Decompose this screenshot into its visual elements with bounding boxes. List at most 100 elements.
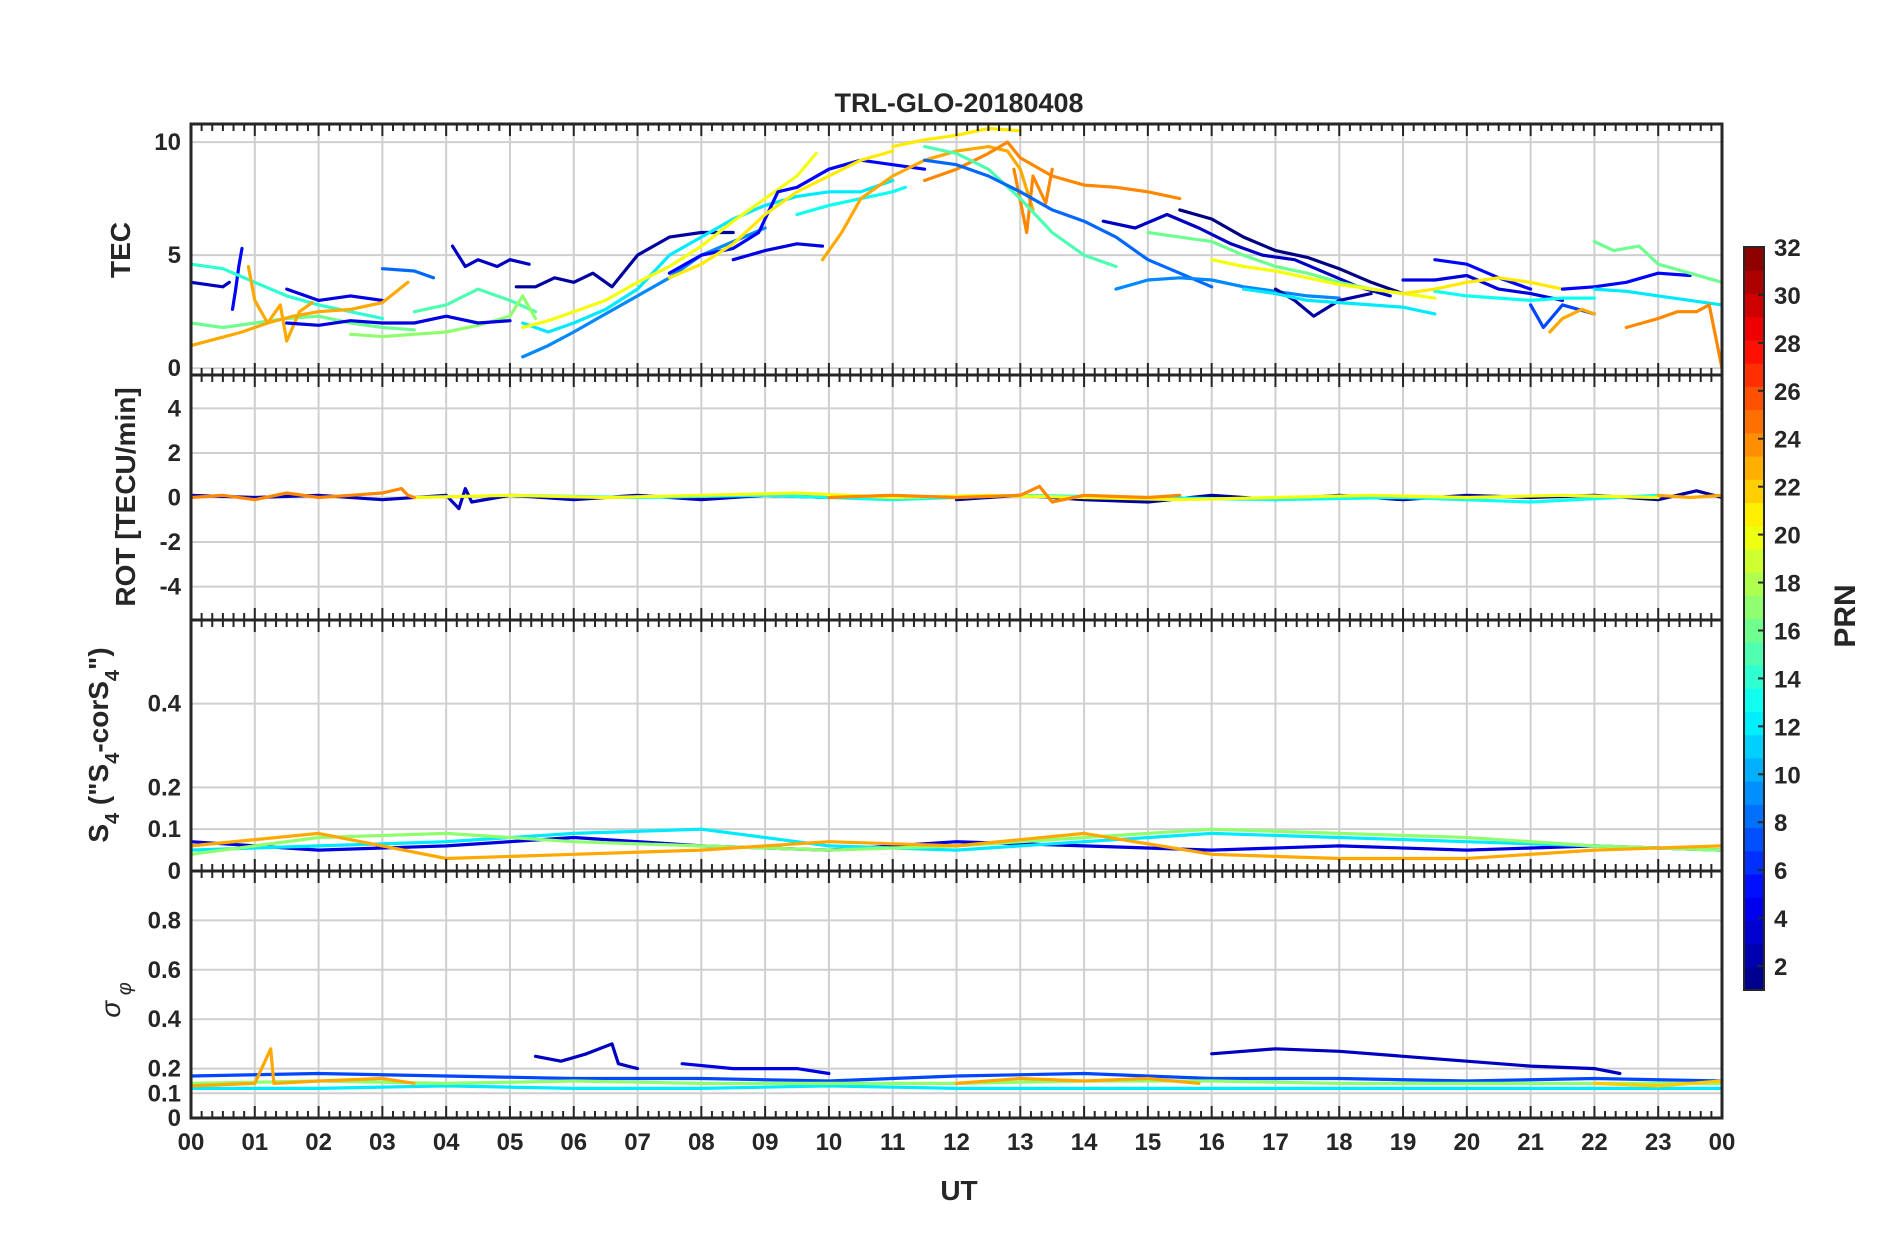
x-tick-label: 00 <box>178 1129 205 1156</box>
colorbar-swatch <box>1744 479 1764 504</box>
y-tick-label: -2 <box>160 529 181 556</box>
x-tick-label: 10 <box>816 1129 843 1156</box>
colorbar-swatch <box>1744 641 1764 666</box>
series-line-prn-22 <box>1592 1079 1724 1088</box>
x-axis: 00 01 02 03 04 05 06 07 08 09 10 11 12 13 14 15 16 17 18 19… <box>178 1129 1736 1156</box>
x-tick-label: 16 <box>1198 1129 1225 1156</box>
series-line-prn-21 <box>1401 276 1565 296</box>
colorbar-tick-label: 22 <box>1774 475 1801 502</box>
colorbar-swatch <box>1744 920 1764 945</box>
series-line-prn-21 <box>667 149 895 280</box>
x-tick-label: 14 <box>1071 1129 1098 1156</box>
y-tick-label: 0.4 <box>148 691 182 718</box>
series-line-prn-12 <box>1241 287 1437 316</box>
colorbar-swatch <box>1744 873 1764 898</box>
series-line-prn-2 <box>514 230 735 289</box>
colorbar-tick-label: 26 <box>1774 379 1801 406</box>
series-line-prn-4 <box>680 1062 831 1076</box>
colorbar-tick-label: 8 <box>1774 810 1787 837</box>
y-tick-label: 10 <box>154 129 181 156</box>
series-group <box>189 1042 1724 1091</box>
colorbar-swatch <box>1744 804 1764 829</box>
y-tick-label: 2 <box>168 440 181 467</box>
colorbar-swatch <box>1744 943 1764 968</box>
series-line-prn-23 <box>954 1076 1201 1086</box>
panel-frame <box>189 869 1724 1120</box>
series-line-prn-23 <box>820 145 1035 262</box>
series-line-prn-4 <box>731 242 825 262</box>
x-tick-label: 11 <box>880 1129 905 1156</box>
x-tick-label: 21 <box>1517 1129 1544 1156</box>
series-line-prn-17 <box>348 294 538 339</box>
series-line-prn-12 <box>521 178 895 334</box>
x-axis-label: UT <box>940 1175 977 1206</box>
y-tick-label: 0.4 <box>148 1006 182 1033</box>
colorbar-swatch <box>1744 247 1764 271</box>
colorbar-swatch <box>1744 409 1764 434</box>
colorbar-tick-label: 28 <box>1774 331 1801 358</box>
series-line-prn-3 <box>533 1042 640 1071</box>
series-line-prn-4 <box>285 287 384 302</box>
y-axis-label-tec: TEC <box>105 222 136 278</box>
y-tick-label: 5 <box>168 242 181 269</box>
colorbar-tick-label: 20 <box>1774 523 1801 550</box>
panel-sigma_phi: 00.10.2 0.4 0.6 0.8 <box>148 869 1724 1132</box>
series-group <box>189 484 1724 511</box>
colorbar-swatch <box>1744 966 1764 991</box>
y-tick-label: 0.6 <box>148 957 181 984</box>
y-tick-label: 0 <box>168 858 181 885</box>
series-line-prn-4 <box>189 835 1724 852</box>
colorbar-swatch <box>1744 548 1764 573</box>
y-tick-label: 0.1 <box>148 1080 181 1107</box>
colorbar-swatch <box>1744 757 1764 782</box>
series-line-prn-24 <box>827 484 1182 504</box>
series-line-prn-1 <box>1178 208 1405 296</box>
series-line-prn-23 <box>189 831 1724 861</box>
colorbar-swatch <box>1744 293 1764 318</box>
colorbar-tick-label: 32 <box>1774 235 1801 262</box>
x-tick-label: 05 <box>497 1129 524 1156</box>
colorbar-tick-label: 18 <box>1774 571 1801 598</box>
colorbar-tick-label: 12 <box>1774 714 1801 741</box>
colorbar-swatch <box>1744 711 1764 736</box>
x-tick-label: 19 <box>1390 1129 1417 1156</box>
colorbar-swatch <box>1744 897 1764 921</box>
series-line-prn-20 <box>521 151 818 330</box>
series-line-prn-3 <box>1210 1047 1622 1076</box>
y-tick-label: 0 <box>168 1105 181 1132</box>
colorbar-frame <box>1743 246 1765 991</box>
colorbar-tick-label: 6 <box>1774 858 1787 885</box>
colorbar-label: PRN <box>1829 584 1862 647</box>
series-line-prn-23 <box>1548 307 1597 334</box>
series-line-prn-12 <box>189 827 1724 852</box>
colorbar-swatch <box>1744 734 1764 759</box>
series-line-prn-24 <box>1624 303 1724 370</box>
colorbar-swatch <box>1744 572 1764 596</box>
y-tick-label: -4 <box>160 574 182 601</box>
y-tick-label: 4 <box>168 395 182 422</box>
series-line-prn-9 <box>1114 276 1341 300</box>
colorbar-swatch <box>1744 363 1764 387</box>
y-axis-label-s4: S4 ("S4-corS4") <box>83 647 124 842</box>
series-group <box>189 827 1724 861</box>
y-tick-label: 0.2 <box>148 1056 181 1083</box>
x-tick-label: 02 <box>305 1129 332 1156</box>
colorbar-swatch <box>1744 618 1764 643</box>
colorbar-swatch <box>1744 850 1764 875</box>
colorbar-swatch <box>1744 525 1764 550</box>
x-tick-label: 09 <box>752 1129 779 1156</box>
panel-tec: 0 5 10 <box>154 122 1724 382</box>
series-line-prn-23 <box>1656 493 1724 500</box>
colorbar-swatch <box>1744 664 1764 689</box>
y-tick-label: 0.8 <box>148 907 181 934</box>
colorbar-swatch <box>1744 339 1764 364</box>
x-tick-label: 22 <box>1581 1129 1608 1156</box>
colorbar-swatch <box>1744 688 1764 712</box>
colorbar-swatch <box>1744 455 1764 480</box>
series-line-prn-9 <box>521 226 767 359</box>
panel-rot: -4 -2 0 2 4 <box>160 373 1724 622</box>
colorbar-tick-label: 16 <box>1774 618 1801 645</box>
series-line-prn-3 <box>450 244 531 269</box>
x-tick-label: 07 <box>624 1129 651 1156</box>
